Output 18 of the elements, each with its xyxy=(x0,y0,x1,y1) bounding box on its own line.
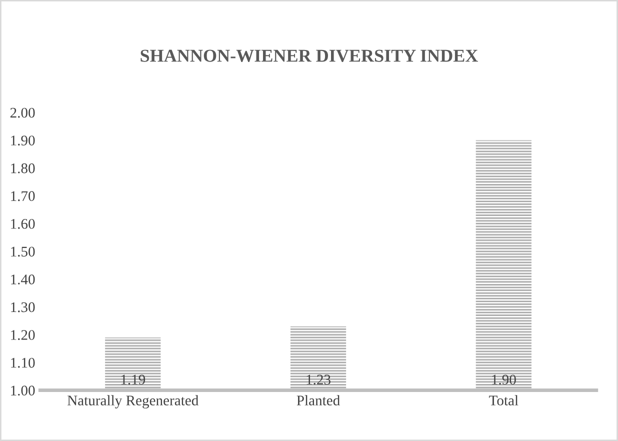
data-label: 1.23 xyxy=(306,374,330,385)
y-tick-label: 1.20 xyxy=(11,330,35,340)
x-tick-label: Naturally Regenerated xyxy=(67,395,198,408)
x-tick-label: Total xyxy=(489,395,518,406)
x-tick-label: Planted xyxy=(296,395,340,406)
chart-title: SHANNON-WIENER DIVERSITY INDEX xyxy=(140,50,478,62)
y-tick-label: 2.00 xyxy=(10,108,35,118)
y-tick-label: 1.50 xyxy=(11,246,35,257)
data-label: 1.19 xyxy=(121,374,146,385)
y-tick-label: 1.10 xyxy=(11,358,35,368)
y-tick-label: 1.70 xyxy=(11,191,35,202)
y-tick-label: 1.60 xyxy=(11,218,35,229)
y-tick-label: 1.30 xyxy=(11,302,35,312)
data-label: 1.90 xyxy=(492,374,516,385)
y-tick-label: 1.00 xyxy=(11,386,35,396)
y-tick-label: 1.80 xyxy=(11,163,35,174)
y-tick-label: 1.90 xyxy=(11,136,35,146)
y-tick-label: 1.40 xyxy=(11,274,35,284)
